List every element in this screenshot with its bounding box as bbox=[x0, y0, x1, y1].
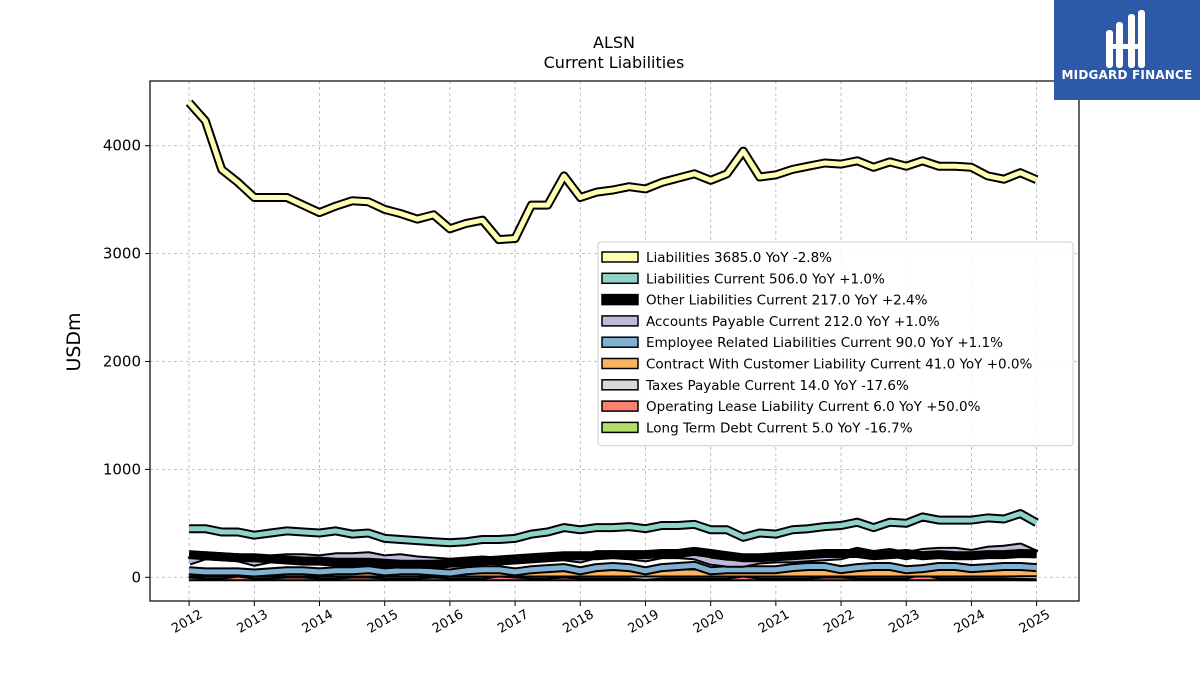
legend-item: Employee Related Liabilities Current 90.… bbox=[601, 335, 1003, 351]
legend-swatch bbox=[601, 336, 639, 348]
chart-title: ALSN bbox=[593, 33, 635, 52]
x-tick-label: 2017 bbox=[495, 607, 531, 637]
series-layer bbox=[185, 99, 1039, 582]
x-tick-label: 2020 bbox=[691, 607, 727, 637]
legend: Liabilities 3685.0 YoY -2.8% Liabilities … bbox=[597, 241, 1074, 447]
legend-item: Liabilities Current 506.0 YoY +1.0% bbox=[601, 271, 885, 287]
x-tick-label: 2021 bbox=[756, 607, 792, 637]
legend-swatch bbox=[601, 379, 639, 391]
x-tick-label: 2012 bbox=[169, 607, 205, 637]
legend-swatch bbox=[601, 400, 639, 412]
legend-item: Operating Lease Liability Current 6.0 Yo… bbox=[601, 399, 981, 415]
x-tick-label: 2025 bbox=[1017, 607, 1053, 637]
logo: MIDGARD FINANCE bbox=[1054, 0, 1200, 100]
legend-swatch bbox=[601, 272, 639, 285]
legend-label: Liabilities Current 506.0 YoY +1.0% bbox=[646, 271, 885, 287]
series-line bbox=[188, 562, 1037, 576]
x-tick-label: 2014 bbox=[300, 607, 336, 637]
legend-swatch bbox=[601, 293, 639, 306]
series-line bbox=[189, 511, 1038, 546]
series-4 bbox=[188, 560, 1037, 578]
legend-swatch bbox=[601, 315, 639, 327]
x-tick-label: 2024 bbox=[952, 607, 988, 637]
y-tick-label: 1000 bbox=[103, 460, 141, 478]
series-line bbox=[187, 100, 1038, 243]
series-line-outline bbox=[185, 99, 1039, 245]
legend-item: Taxes Payable Current 14.0 YoY -17.6% bbox=[601, 378, 909, 394]
legend-swatch bbox=[601, 251, 639, 263]
legend-item: Contract With Customer Liability Current… bbox=[601, 357, 1032, 373]
logo-mark-icon bbox=[1106, 10, 1145, 68]
plot-frame bbox=[149, 80, 1080, 602]
y-tick-label: 3000 bbox=[103, 245, 141, 263]
legend-item: Long Term Debt Current 5.0 YoY -16.7% bbox=[601, 420, 913, 436]
x-tick-label: 2018 bbox=[560, 607, 596, 637]
legend-swatch bbox=[601, 357, 639, 370]
x-tick-label: 2015 bbox=[365, 607, 401, 637]
legend-label: Employee Related Liabilities Current 90.… bbox=[646, 335, 1003, 351]
x-tick-label: 2016 bbox=[430, 607, 466, 637]
series-0 bbox=[185, 99, 1039, 245]
legend-label: Other Liabilities Current 217.0 YoY +2.4… bbox=[646, 293, 928, 309]
y-tick-label: 0 bbox=[131, 568, 141, 586]
legend-label: Operating Lease Liability Current 6.0 Yo… bbox=[646, 399, 981, 415]
y-tick-label: 2000 bbox=[103, 352, 141, 370]
legend-item: Liabilities 3685.0 YoY -2.8% bbox=[601, 250, 832, 266]
x-tick-label: 2013 bbox=[234, 607, 270, 637]
legend-label: Taxes Payable Current 14.0 YoY -17.6% bbox=[645, 378, 909, 394]
y-tick-label: 4000 bbox=[103, 137, 141, 155]
x-tick-label: 2023 bbox=[886, 607, 922, 637]
legend-item: Accounts Payable Current 212.0 YoY +1.0% bbox=[601, 314, 940, 330]
series-line bbox=[188, 548, 1037, 567]
series-1 bbox=[189, 509, 1039, 548]
x-tick-label: 2022 bbox=[821, 607, 857, 637]
chart-subtitle: Current Liabilities bbox=[544, 53, 685, 72]
x-tick-label: 2019 bbox=[626, 607, 662, 637]
logo-text: MIDGARD FINANCE bbox=[1061, 68, 1193, 82]
legend-label: Contract With Customer Liability Current… bbox=[646, 357, 1032, 373]
legend-label: Long Term Debt Current 5.0 YoY -16.7% bbox=[646, 420, 913, 436]
legend-item: Other Liabilities Current 217.0 YoY +2.4… bbox=[601, 293, 928, 309]
y-axis-label: USDm bbox=[63, 312, 85, 371]
legend-label: Accounts Payable Current 212.0 YoY +1.0% bbox=[646, 314, 940, 330]
legend-box bbox=[597, 241, 1074, 447]
legend-label: Liabilities 3685.0 YoY -2.8% bbox=[646, 250, 832, 266]
series-2 bbox=[188, 546, 1037, 569]
legend-swatch bbox=[601, 421, 639, 434]
